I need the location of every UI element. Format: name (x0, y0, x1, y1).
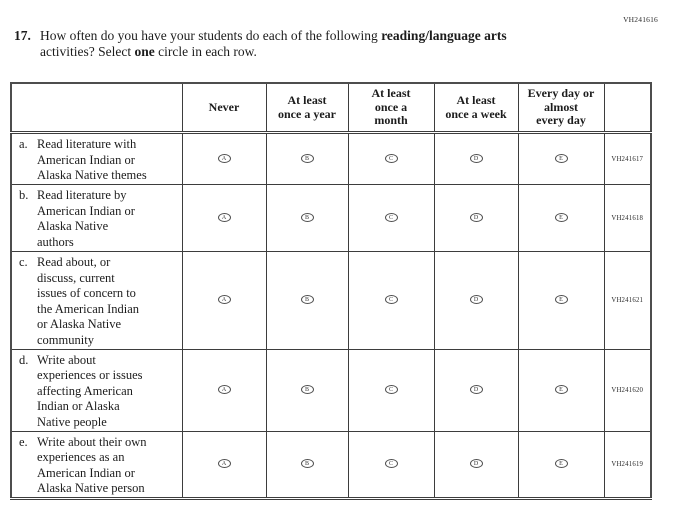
row-code: VH241620 (611, 386, 644, 394)
question-number: 17. (14, 28, 31, 43)
row-label-cell: d. Write about experiences or issues aff… (10, 348, 183, 432)
option-circle-b-never[interactable]: A (217, 213, 231, 222)
row-code-cell: VH241618 (603, 184, 652, 252)
table-row-b: b. Read literature by American Indian or… (10, 184, 652, 252)
row-code-cell: VH241621 (603, 251, 652, 350)
option-circle-d-every-day[interactable]: E (554, 385, 568, 395)
row-text: Read literature with American Indian or … (37, 137, 147, 183)
question-text-segment: How often do you have your students do e… (40, 28, 382, 43)
row-code: VH241618 (611, 214, 644, 222)
row-code: VH241617 (611, 155, 644, 163)
option-circle-b-once-a-week[interactable]: D (469, 213, 483, 222)
row-code-cell: VH241619 (603, 430, 652, 500)
row-code: VH241619 (611, 460, 644, 468)
row-text: Read literature by American Indian or Al… (37, 188, 135, 249)
col-header-once-a-year: At least once a year (265, 82, 349, 134)
option-circle-b-every-day[interactable]: E (554, 213, 568, 222)
row-code: VH241621 (611, 296, 644, 304)
row-text: Write about their own experiences as an … (37, 434, 147, 496)
option-circle-a-once-a-year[interactable]: B (300, 154, 314, 163)
row-label-cell: b. Read literature by American Indian or… (10, 184, 183, 252)
question-text: How often do you have your students do e… (40, 28, 634, 60)
question-text-segment: circle in each row. (154, 44, 257, 59)
option-circle-d-never[interactable]: A (217, 385, 231, 395)
row-text: Read about, or discuss, current issues o… (37, 255, 140, 347)
option-circle-c-once-a-year[interactable]: B (300, 295, 314, 305)
option-circle-e-once-a-month[interactable]: C (384, 459, 398, 469)
header-row: Never At least once a year At least once… (10, 82, 652, 134)
option-circle-b-once-a-month[interactable]: C (384, 213, 398, 222)
option-circle-c-every-day[interactable]: E (554, 295, 568, 305)
col-header-every-day: Every day or almost every day (517, 82, 605, 134)
option-circle-e-once-a-week[interactable]: D (469, 459, 483, 469)
option-circle-a-every-day[interactable]: E (554, 154, 568, 163)
option-circle-a-never[interactable]: A (217, 154, 231, 163)
row-letter: d. (19, 352, 29, 367)
option-circle-d-once-a-month[interactable]: C (384, 385, 398, 395)
row-label-cell: a. Read literature with American Indian … (10, 132, 183, 185)
option-circle-d-once-a-week[interactable]: D (469, 385, 483, 395)
option-circle-a-once-a-month[interactable]: C (384, 154, 398, 163)
col-header-never: Never (181, 82, 267, 134)
question-text-segment: activities? Select (40, 44, 135, 59)
option-circle-a-once-a-week[interactable]: D (469, 154, 483, 163)
question-17: 17. How often do you have your students … (14, 28, 634, 60)
question-text-bold: one (134, 44, 155, 59)
table-row-e: e. Write about their own experiences as … (10, 430, 652, 500)
option-circle-c-never[interactable]: A (217, 295, 231, 305)
col-header-once-a-week: At least once a week (433, 82, 519, 134)
question-text-bold: reading/language arts (381, 28, 507, 43)
row-letter: e. (19, 434, 28, 449)
table-row-c: c. Read about, or discuss, current issue… (10, 251, 652, 350)
row-code-cell: VH241617 (603, 132, 652, 185)
table-row-a: a. Read literature with American Indian … (10, 132, 652, 185)
option-circle-e-never[interactable]: A (217, 459, 231, 469)
table-row-d: d. Write about experiences or issues aff… (10, 348, 652, 432)
stub-header-cell (10, 82, 183, 134)
row-letter: a. (19, 137, 28, 151)
option-circle-d-once-a-year[interactable]: B (300, 385, 314, 395)
page-accession-code: VH241616 (623, 15, 658, 24)
col-header-once-a-month: At least once a month (347, 82, 435, 134)
row-letter: c. (19, 255, 28, 269)
option-circle-e-once-a-year[interactable]: B (300, 459, 314, 469)
frequency-matrix-table: Never At least once a year At least once… (10, 82, 652, 500)
row-code-cell: VH241620 (603, 348, 652, 432)
row-text: Write about experiences or issues affect… (37, 352, 143, 429)
option-circle-c-once-a-week[interactable]: D (469, 295, 483, 305)
row-label-cell: e. Write about their own experiences as … (10, 430, 183, 500)
code-header-cell (603, 82, 652, 134)
option-circle-e-every-day[interactable]: E (554, 459, 568, 469)
option-circle-c-once-a-month[interactable]: C (384, 295, 398, 305)
row-letter: b. (19, 188, 29, 202)
row-label-cell: c. Read about, or discuss, current issue… (10, 251, 183, 350)
option-circle-b-once-a-year[interactable]: B (300, 213, 314, 222)
